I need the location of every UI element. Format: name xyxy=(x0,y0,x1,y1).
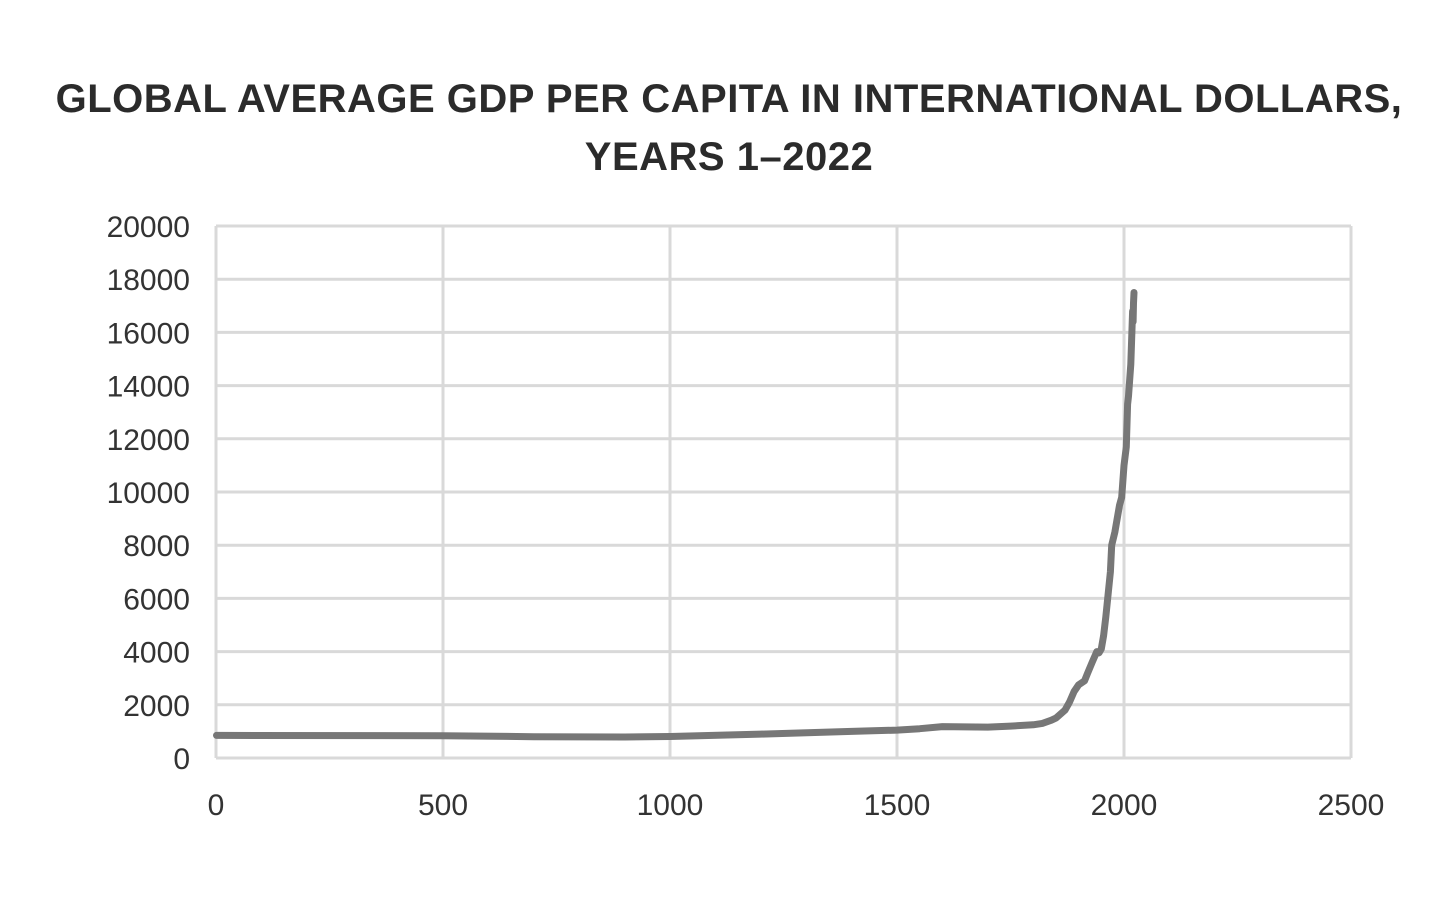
chart-title: GLOBAL AVERAGE GDP PER CAPITA IN INTERNA… xyxy=(0,70,1444,186)
x-tick-label-2500: 2500 xyxy=(1318,789,1385,822)
y-tick-label-20000: 20000 xyxy=(107,211,190,244)
x-tick-label-2000: 2000 xyxy=(1091,789,1158,822)
y-tick-label-0: 0 xyxy=(173,743,190,776)
y-tick-label-2000: 2000 xyxy=(123,690,190,723)
y-tick-label-18000: 18000 xyxy=(107,264,190,297)
y-tick-label-10000: 10000 xyxy=(107,477,190,510)
x-tick-label-1000: 1000 xyxy=(637,789,704,822)
chart-title-line-2: YEARS 1–2022 xyxy=(584,135,874,179)
chart-title-line-1: GLOBAL AVERAGE GDP PER CAPITA IN INTERNA… xyxy=(55,77,1403,121)
y-tick-label-14000: 14000 xyxy=(107,371,190,404)
y-tick-label-12000: 12000 xyxy=(107,424,190,457)
y-tick-label-6000: 6000 xyxy=(123,583,190,616)
y-axis-tick-labels: 0 2000 4000 6000 8000 10000 12000 14000 16000 180… xyxy=(107,211,190,776)
y-tick-label-16000: 16000 xyxy=(107,317,190,350)
x-tick-label-1500: 1500 xyxy=(864,789,931,822)
y-tick-label-4000: 4000 xyxy=(123,637,190,670)
x-tick-label-500: 500 xyxy=(418,789,468,822)
x-tick-label-0: 0 xyxy=(208,789,225,822)
series-line-0 xyxy=(213,289,1138,741)
series-layer xyxy=(213,289,1138,741)
grid xyxy=(214,224,1353,760)
x-axis-tick-labels: 0 500 1000 1500 2000 2500 xyxy=(208,789,1385,822)
y-tick-label-8000: 8000 xyxy=(123,530,190,563)
